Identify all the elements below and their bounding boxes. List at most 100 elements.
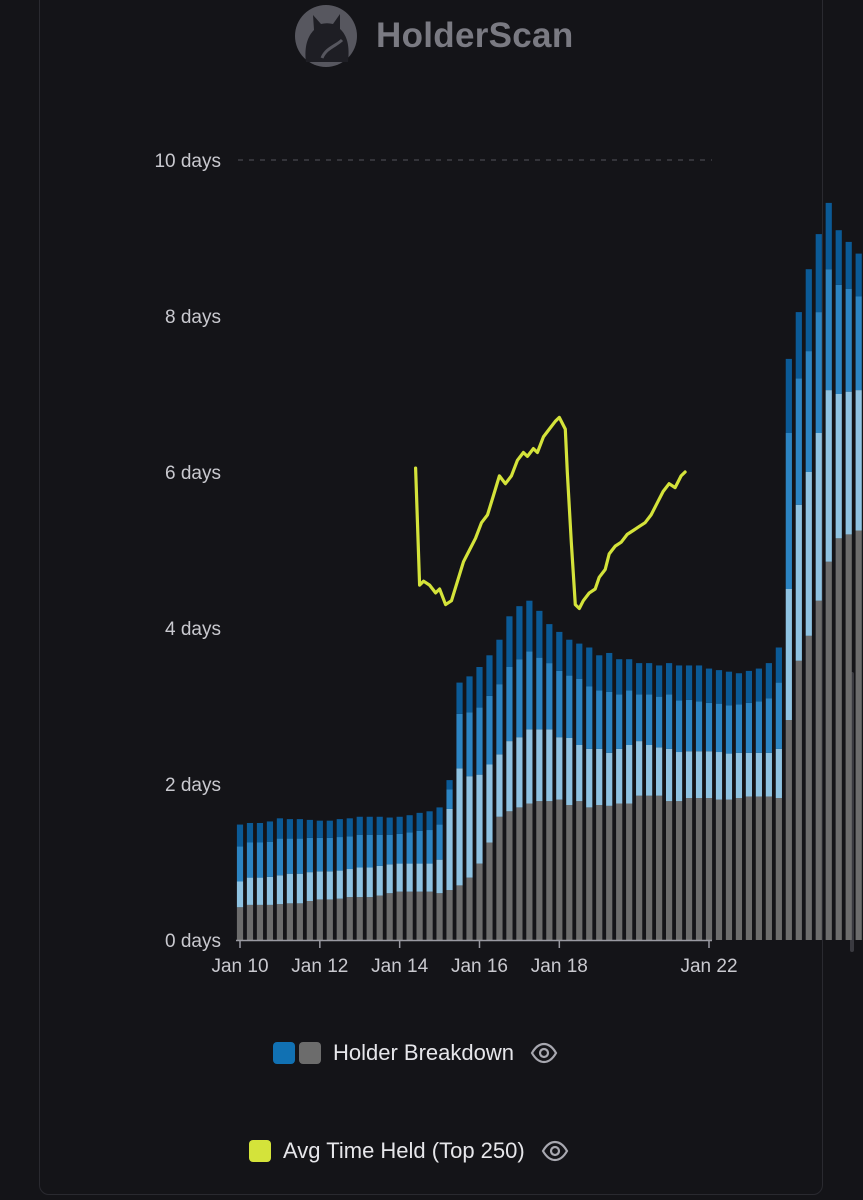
bar-segment-gray xyxy=(576,801,583,940)
bar-segment-mid_blue xyxy=(286,838,293,874)
bar-segment-gray xyxy=(436,893,443,940)
bar-segment-dark_blue xyxy=(416,812,423,831)
x-tick-label: Jan 14 xyxy=(371,956,428,977)
bar-segment-light_blue xyxy=(406,863,413,892)
legend-avg-time-held[interactable]: Avg Time Held (Top 250) xyxy=(249,1137,569,1165)
bar-segment-mid_blue xyxy=(855,296,862,391)
bar-segment-light_blue xyxy=(486,764,493,843)
bar-segment-light_blue xyxy=(775,748,782,799)
bar-segment-gray xyxy=(486,842,493,940)
bar-segment-dark_blue xyxy=(685,665,693,700)
bar-segment-dark_blue xyxy=(316,820,323,838)
bar-segment-mid_blue xyxy=(546,663,553,730)
bar-segment-light_blue xyxy=(256,877,264,905)
bar-segment-dark_blue xyxy=(785,358,792,433)
bar-segment-gray xyxy=(665,801,673,940)
y-tick-label: 0 days xyxy=(165,931,221,952)
bar-series xyxy=(236,202,862,940)
bar-segment-light_blue xyxy=(446,808,453,891)
bar-segment-gray xyxy=(246,904,254,940)
bar-segment-gray xyxy=(396,891,403,940)
bar-segment-mid_blue xyxy=(665,694,673,749)
bar-segment-dark_blue xyxy=(855,253,862,297)
bar-segment-light_blue xyxy=(356,867,363,898)
bar-segment-gray xyxy=(815,600,822,940)
bar-segment-mid_blue xyxy=(576,678,583,745)
bar-segment-dark_blue xyxy=(626,659,633,691)
bar-segment-dark_blue xyxy=(586,647,593,687)
bar-segment-light_blue xyxy=(546,729,553,802)
bar-segment-mid_blue xyxy=(526,651,533,730)
bar-segment-gray xyxy=(536,801,543,940)
bar-segment-dark_blue xyxy=(536,610,543,658)
bar-segment-dark_blue xyxy=(506,616,513,667)
y-tick-label: 10 days xyxy=(154,151,221,172)
bar-segment-mid_blue xyxy=(276,838,284,876)
bar-segment-dark_blue xyxy=(386,817,393,835)
bar-segment-dark_blue xyxy=(236,824,244,847)
bar-segment-dark_blue xyxy=(835,230,842,285)
bar-segment-mid_blue xyxy=(406,832,413,864)
bar-segment-gray xyxy=(805,635,812,940)
bar-segment-gray xyxy=(606,805,613,940)
bar-segment-mid_blue xyxy=(586,686,593,749)
bar-segment-light_blue xyxy=(636,741,643,796)
bar-segment-gray xyxy=(526,803,533,940)
bar-segment-dark_blue xyxy=(745,670,753,703)
brand-header[interactable]: HolderScan xyxy=(292,4,574,68)
bar-segment-gray xyxy=(376,895,383,940)
legend-swatch-gray xyxy=(299,1042,321,1064)
bar-segment-dark_blue xyxy=(735,673,743,705)
bar-segment-gray xyxy=(306,901,313,940)
bar-segment-light_blue xyxy=(456,768,463,886)
bar-segment-mid_blue xyxy=(476,707,483,775)
bar-segment-gray xyxy=(446,890,453,940)
y-tick-label: 6 days xyxy=(165,463,221,484)
bar-segment-dark_blue xyxy=(725,671,733,706)
eye-icon[interactable] xyxy=(530,1039,558,1067)
bar-segment-gray xyxy=(316,899,323,940)
bar-segment-mid_blue xyxy=(815,312,822,433)
bar-segment-light_blue xyxy=(246,877,254,905)
bar-segment-gray xyxy=(715,799,723,940)
bar-segment-gray xyxy=(506,811,513,940)
bar-segment-light_blue xyxy=(466,776,473,878)
bar-segment-light_blue xyxy=(745,752,753,797)
y-axis: 0 days 2 days 4 days 6 days 8 days 10 days xyxy=(154,151,221,952)
bar-segment-dark_blue xyxy=(446,780,453,790)
bar-segment-light_blue xyxy=(765,752,772,797)
bar-segment-mid_blue xyxy=(386,834,393,865)
bar-segment-mid_blue xyxy=(536,657,543,730)
bar-segment-light_blue xyxy=(705,751,713,799)
bar-segment-dark_blue xyxy=(396,816,403,834)
bar-segment-gray xyxy=(516,807,523,940)
bar-segment-gray xyxy=(356,897,363,940)
bar-segment-dark_blue xyxy=(765,663,772,699)
bar-segment-dark_blue xyxy=(456,682,463,714)
bar-segment-light_blue xyxy=(376,865,383,896)
bar-segment-light_blue xyxy=(626,745,633,804)
bar-segment-mid_blue xyxy=(296,838,303,874)
legend-holder-breakdown[interactable]: Holder Breakdown xyxy=(273,1039,558,1067)
bar-segment-gray xyxy=(646,795,653,940)
bar-segment-dark_blue xyxy=(356,816,363,835)
scrollbar[interactable] xyxy=(850,672,854,952)
bar-segment-dark_blue xyxy=(406,815,413,833)
bar-segment-gray xyxy=(366,897,373,940)
bar-segment-mid_blue xyxy=(765,698,772,753)
bar-segment-mid_blue xyxy=(336,837,343,871)
bar-segment-mid_blue xyxy=(366,834,373,868)
bar-segment-dark_blue xyxy=(546,624,553,664)
bar-segment-dark_blue xyxy=(466,676,473,713)
eye-icon[interactable] xyxy=(541,1137,569,1165)
bar-segment-light_blue xyxy=(326,871,333,900)
bar-segment-light_blue xyxy=(656,747,663,796)
bar-segment-light_blue xyxy=(815,433,822,601)
bar-segment-light_blue xyxy=(755,752,762,797)
bar-segment-dark_blue xyxy=(656,665,663,697)
bar-segment-dark_blue xyxy=(496,639,503,685)
bar-segment-light_blue xyxy=(346,869,353,898)
bar-segment-gray xyxy=(276,904,284,940)
bar-segment-dark_blue xyxy=(326,820,333,838)
bar-segment-gray xyxy=(795,660,802,940)
